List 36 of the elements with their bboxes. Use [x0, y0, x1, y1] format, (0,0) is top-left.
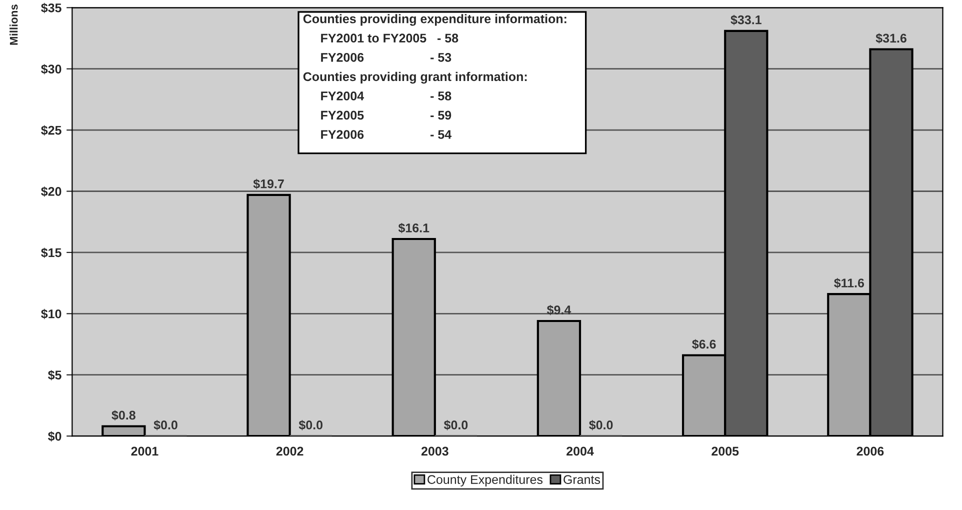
x-tick-label: 2003 [421, 446, 448, 456]
data-label: $11.6 [834, 278, 864, 288]
data-label: $0.8 [112, 410, 136, 420]
y-tick-label: $10 [41, 308, 62, 320]
y-tick-label: $0 [48, 431, 62, 442]
y-tick-label: $25 [41, 125, 62, 136]
y-tick-label: $15 [41, 248, 62, 258]
y-tick-label: $5 [48, 370, 62, 380]
x-tick-label: 2001 [131, 446, 158, 456]
data-label: $0.0 [154, 420, 178, 430]
annotation: FY2005 - 59 [321, 110, 452, 120]
x-tick-label: 2006 [856, 446, 884, 456]
data-label: $0.0 [298, 420, 322, 430]
y-tick-label: $35 [41, 2, 62, 14]
data-label: $6.6 [692, 339, 716, 350]
annotation: FY2001 to FY2005 - 58 [321, 34, 458, 43]
data-label: $0.0 [444, 420, 468, 430]
data-label: $33.1 [730, 14, 762, 26]
legend-label: Grants [564, 475, 600, 484]
y-tick-label: $30 [41, 64, 62, 74]
data-label: $31.6 [876, 33, 906, 44]
data-label: $16.1 [398, 222, 430, 234]
data-label: $19.7 [253, 178, 284, 190]
annotation: FY2006 - 53 [321, 52, 452, 62]
x-tick-label: 2002 [276, 446, 304, 456]
annotation: Counties providing grant information: [303, 72, 527, 84]
annotation: FY2004 - 58 [321, 92, 452, 100]
annotation: FY2006 - 54 [321, 130, 452, 139]
y-axis-title: Millions [10, 4, 18, 45]
annotation: Counties providing expenditure information: [303, 14, 566, 26]
x-tick-label: 2004 [566, 446, 594, 456]
legend-label: County Expenditures [428, 474, 543, 486]
x-tick-label: 2005 [712, 446, 739, 456]
y-tick-label: $20 [41, 186, 62, 197]
data-label: $0.0 [589, 420, 613, 430]
data-label: $9.4 [546, 304, 572, 316]
